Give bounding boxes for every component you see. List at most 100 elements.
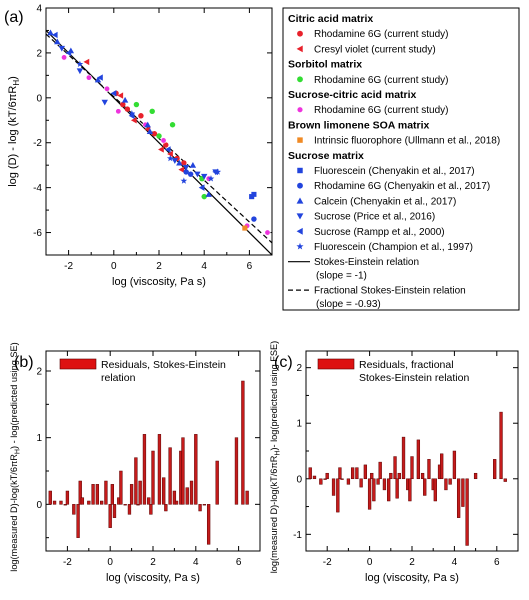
panel-b-residual-bar	[104, 480, 108, 505]
panel-c-residual-bar	[323, 478, 327, 480]
data-point	[47, 29, 54, 36]
data-point	[207, 175, 215, 182]
panel-c-residual-bar	[448, 478, 452, 485]
panel-b-y-tick-label: 0	[36, 500, 42, 511]
panel-b-residual-bar	[119, 470, 123, 505]
panel-a-x-tick-label: 6	[247, 261, 253, 272]
data-point	[158, 146, 164, 153]
data-point	[133, 101, 140, 108]
panel-b-residual-bar	[48, 490, 52, 505]
panel-b-label: (b)	[14, 354, 34, 371]
legend-box	[282, 7, 520, 311]
panel-b-residual-bar	[164, 504, 168, 512]
panel-c-residual-bar	[499, 411, 503, 480]
panel-a-y-tick-label: -2	[33, 138, 42, 149]
data-point	[251, 191, 257, 197]
panel-b-residual-bar	[138, 480, 142, 505]
panel-c-residual-bar	[372, 478, 376, 502]
y-label-part-c: )- log(predicted using FSE)	[269, 341, 279, 451]
panel-b-residual-bar	[151, 450, 155, 505]
data-point	[198, 184, 205, 191]
data-point	[180, 177, 188, 184]
panel-c-residual-bar	[350, 467, 355, 480]
panel-c-y-tick-label: 1	[296, 419, 302, 430]
panel-c-residual-bar	[493, 459, 497, 480]
data-point	[83, 58, 90, 66]
panel-c-legend-swatch	[317, 358, 355, 370]
data-point	[178, 166, 185, 173]
panel-c-residual-bar	[423, 478, 427, 496]
legend-line-sublabel: (slope = -0.93)	[316, 299, 381, 310]
legend-line-sublabel: (slope = -1)	[316, 270, 367, 281]
panel-b-legend-swatch	[59, 358, 97, 370]
panel-c-x-tick-label: 6	[494, 557, 500, 568]
legend-marker-square	[297, 137, 303, 143]
panel-b-residual-bar	[52, 500, 57, 505]
data-point	[76, 68, 84, 75]
data-point	[166, 154, 174, 162]
data-point	[54, 38, 61, 45]
data-point	[97, 74, 103, 81]
legend-marker-triangle-up	[296, 197, 304, 204]
data-point	[117, 92, 124, 99]
legend-item-label: Intrinsic fluorophore (Ullmann et al., 2…	[314, 136, 500, 147]
panel-b-residual-bar	[149, 504, 153, 515]
panel-b-residual-bar	[147, 497, 151, 505]
legend-item-label: Rhodamine 6G (current study)	[314, 105, 449, 116]
data-point	[51, 31, 58, 39]
panel-c-residual-bar	[397, 472, 401, 480]
panel-b-residual-bar	[59, 500, 63, 505]
data-point	[58, 45, 66, 52]
panel-c-x-tick-label: 2	[409, 557, 415, 568]
data-point	[110, 90, 117, 97]
data-point	[189, 161, 197, 168]
panel-a-legend: Citric acid matrix Rhodamine 6G (current …	[282, 7, 520, 311]
panel-a-x-tick-label: 0	[111, 261, 117, 272]
legend-group-header: Sucrose matrix	[288, 150, 364, 162]
panel-c-residual-bar	[363, 464, 368, 480]
panel-a-label: (a)	[4, 9, 24, 26]
data-point	[171, 158, 179, 164]
data-point	[61, 54, 68, 61]
panel-c-x-tick-label: -2	[323, 557, 332, 568]
legend-item-label: Rhodamine 6G (current study)	[314, 75, 449, 86]
y-label-part-c: ) - log(predicted using SE)	[9, 342, 19, 449]
panel-c-residual-bar	[420, 472, 425, 480]
panel-b-residual-bar	[80, 497, 85, 505]
data-point	[151, 131, 158, 137]
panel-b-residual-bar	[157, 434, 162, 505]
panel-c-residual-bar	[338, 467, 342, 480]
panel-b-residual-bar	[181, 437, 185, 505]
panel-b-residual-bar	[245, 490, 249, 505]
panel-b-residual-bar	[95, 484, 100, 505]
panel-b-residual-bar	[174, 500, 179, 505]
panel-b-residual-bar	[76, 504, 80, 538]
panel-b-residual-bar	[91, 484, 95, 505]
panel-b-residual-bar	[108, 504, 112, 528]
panel-c-residual-bar	[503, 478, 507, 482]
legend-item-label: Rhodamine 6G (current study)	[314, 29, 449, 40]
panel-a-y-tick-label: -6	[33, 228, 42, 239]
panel-c-bar-chart: -2 0 2 4 6 2 1 0 -1 Residuals, fractionalStokes-E…	[269, 341, 519, 584]
panel-c-residual-bar	[346, 478, 351, 485]
panel-c-residual-bar	[416, 439, 421, 480]
panel-c-x-tick-label: 0	[367, 557, 373, 568]
y-label-part-a: log(measured D)-log(kT/6πR	[269, 455, 279, 573]
panel-b-y-tick-label: 2	[36, 367, 42, 378]
panel-b-residual-bar	[136, 504, 140, 506]
panel-c-residual-bar	[465, 478, 469, 546]
y-label-end: )	[7, 76, 19, 80]
panel-b-residual-bar	[185, 487, 189, 505]
legend-item-label: Sucrose (Price et al., 2016)	[314, 212, 435, 223]
data-point	[101, 99, 108, 106]
data-point	[144, 121, 151, 128]
panel-b-x-tick-label: 6	[236, 557, 242, 568]
panel-b-x-tick-label: -2	[63, 557, 72, 568]
data-point	[164, 146, 171, 153]
legend-marker-triangle-down	[296, 213, 304, 220]
legend-line-label: Stokes-Einstein relation	[314, 257, 419, 268]
panel-c-residual-bar	[433, 478, 437, 502]
panel-c-y-tick-label: 0	[296, 474, 302, 485]
panel-b-residual-bar	[194, 434, 198, 505]
